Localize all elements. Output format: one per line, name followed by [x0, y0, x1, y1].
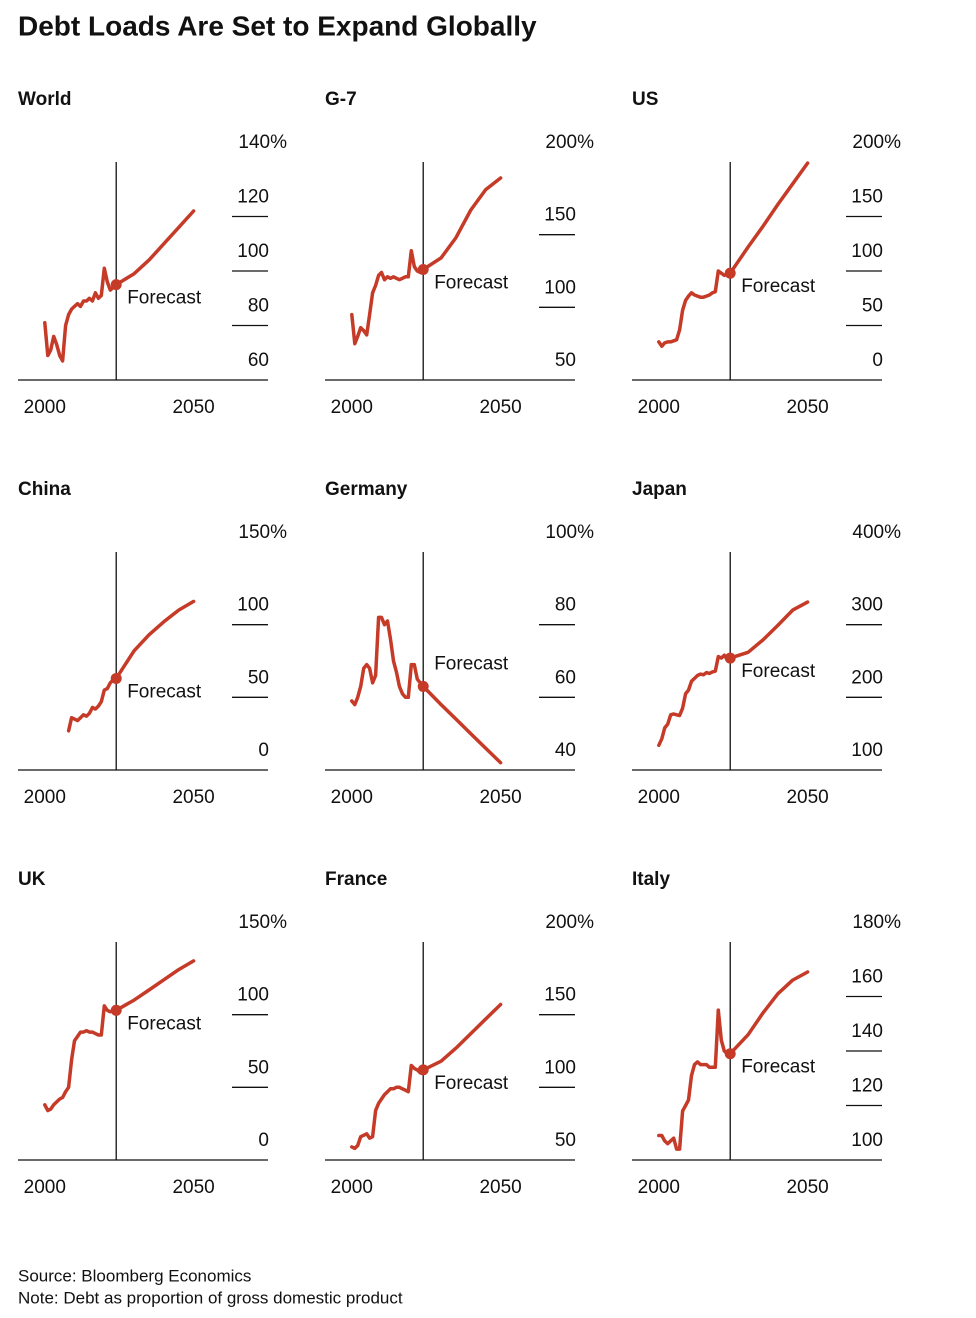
y-tick-label: 150	[544, 985, 576, 1006]
y-tick-label: 200%	[852, 132, 901, 153]
y-tick-label: 100	[237, 985, 269, 1006]
panel-title: France	[325, 869, 387, 890]
y-tick-label: 0	[258, 1130, 269, 1151]
y-tick-label: 160	[851, 967, 883, 988]
x-tick-label: 2050	[479, 1177, 521, 1198]
y-tick-label: 100	[544, 277, 576, 298]
y-tick-label: 50	[248, 1057, 269, 1078]
annotation: Forecast	[741, 276, 816, 297]
forecast-dot	[417, 1064, 429, 1076]
y-tick-label: 60	[555, 667, 576, 688]
source: Source: Bloomberg Economics	[18, 1266, 251, 1285]
y-tick-label: 200	[851, 667, 883, 688]
panel-title: G-7	[325, 89, 357, 110]
y-tick-label: 80	[555, 595, 576, 616]
y-tick-label: 100	[851, 1130, 883, 1151]
y-tick-label: 100	[237, 595, 269, 616]
y-tick-label: 120	[851, 1076, 883, 1097]
y-tick-label: 100	[544, 1057, 576, 1078]
y-tick-label: 100%	[545, 522, 594, 543]
y-tick-label: 150%	[238, 522, 287, 543]
y-tick-label: 0	[872, 350, 883, 371]
x-tick-label: 2050	[172, 397, 214, 418]
forecast-dot	[110, 1004, 122, 1016]
y-tick-label: 150	[851, 187, 883, 208]
x-tick-label: 2050	[786, 1177, 828, 1198]
x-tick-label: 2000	[331, 1177, 373, 1198]
annotation: Forecast	[741, 661, 816, 682]
x-tick-label: 2000	[24, 397, 66, 418]
y-tick-label: 0	[258, 740, 269, 761]
annotation: Forecast	[127, 288, 202, 309]
forecast-dot	[724, 652, 736, 664]
y-tick-label: 100	[851, 740, 883, 761]
y-tick-label: 40	[555, 740, 576, 761]
annotation: Forecast	[434, 273, 509, 294]
panel-title: China	[18, 479, 71, 500]
x-tick-label: 2050	[786, 787, 828, 808]
y-tick-label: 50	[862, 296, 883, 317]
annotation: Forecast	[127, 1013, 202, 1034]
y-tick-label: 100	[237, 241, 269, 262]
x-tick-label: 2050	[172, 787, 214, 808]
panel-title: UK	[18, 869, 46, 890]
y-tick-label: 180%	[852, 912, 901, 933]
panel-title: Germany	[325, 479, 408, 500]
x-tick-label: 2050	[786, 397, 828, 418]
x-tick-label: 2000	[638, 397, 680, 418]
annotation: Forecast	[434, 1073, 509, 1094]
note: Note: Debt as proportion of gross domest…	[18, 1288, 403, 1307]
forecast-dot	[724, 267, 736, 279]
annotation: Forecast	[127, 681, 202, 702]
y-tick-label: 300	[851, 595, 883, 616]
y-tick-label: 200%	[545, 912, 594, 933]
data-line	[657, 161, 810, 348]
x-tick-label: 2050	[479, 787, 521, 808]
y-tick-label: 140%	[238, 132, 287, 153]
y-tick-label: 150	[544, 205, 576, 226]
panel-title: US	[632, 89, 658, 110]
forecast-dot	[417, 264, 429, 276]
x-tick-label: 2000	[24, 1177, 66, 1198]
y-tick-label: 50	[555, 1130, 576, 1151]
forecast-dot	[417, 680, 429, 692]
panel-title: Italy	[632, 869, 670, 890]
x-tick-label: 2000	[638, 787, 680, 808]
y-tick-label: 50	[248, 667, 269, 688]
y-tick-label: 80	[248, 296, 269, 317]
y-tick-label: 140	[851, 1021, 883, 1042]
y-tick-label: 100	[851, 241, 883, 262]
data-line	[350, 176, 503, 346]
annotation: Forecast	[741, 1057, 816, 1078]
y-tick-label: 400%	[852, 522, 901, 543]
forecast-dot	[724, 1048, 736, 1060]
panel-title: Japan	[632, 479, 687, 500]
page-title: Debt Loads Are Set to Expand Globally	[18, 10, 537, 41]
y-tick-label: 120	[237, 187, 269, 208]
y-tick-label: 150%	[238, 912, 287, 933]
x-tick-label: 2000	[331, 787, 373, 808]
x-tick-label: 2050	[172, 1177, 214, 1198]
x-tick-label: 2050	[479, 397, 521, 418]
y-tick-label: 200%	[545, 132, 594, 153]
data-line	[43, 959, 196, 1113]
data-line	[66, 599, 196, 733]
panel-title: World	[18, 89, 71, 110]
forecast-dot	[110, 672, 122, 684]
x-tick-label: 2000	[638, 1177, 680, 1198]
x-tick-label: 2000	[24, 787, 66, 808]
y-tick-label: 50	[555, 350, 576, 371]
x-tick-label: 2000	[331, 397, 373, 418]
y-tick-label: 60	[248, 350, 269, 371]
annotation: Forecast	[434, 653, 509, 674]
forecast-dot	[110, 279, 122, 291]
